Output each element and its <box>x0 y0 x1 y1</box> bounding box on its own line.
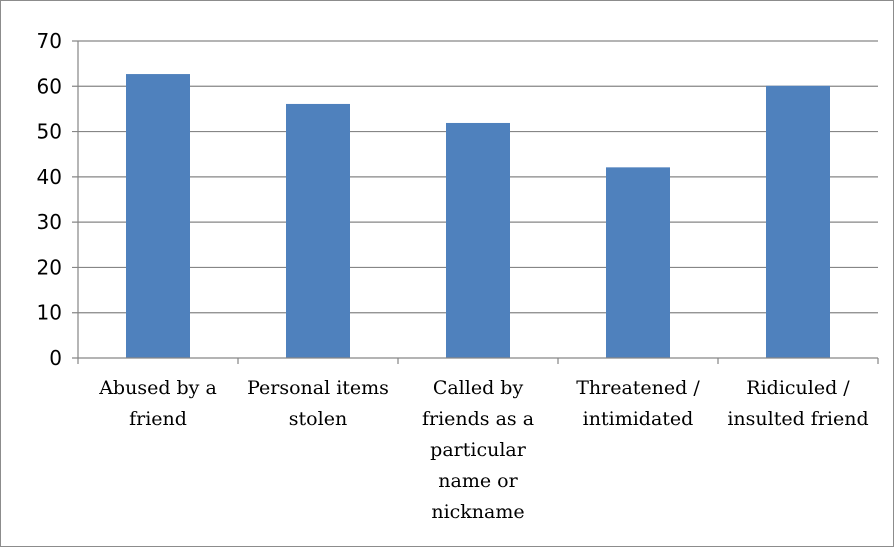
y-tick-label: 40 <box>37 165 62 189</box>
y-tick-label: 30 <box>37 210 62 234</box>
x-category-label-line: Threatened / <box>576 377 700 399</box>
x-category-label-line: insulted friend <box>727 408 868 430</box>
x-category-label-line: friend <box>129 408 187 430</box>
x-category-label-line: Abused by a <box>98 377 217 399</box>
x-category-label-line: Personal items <box>247 377 389 399</box>
x-category-label: Abused by a friend <box>98 377 217 430</box>
x-category-label: Personal items stolen <box>247 377 389 430</box>
y-tick-label: 0 <box>49 346 62 370</box>
y-tick-label: 50 <box>37 120 62 144</box>
y-tick-labels: 0 10 20 30 40 50 60 70 <box>37 29 62 370</box>
bar <box>126 74 190 359</box>
x-category-label-line: friends as a <box>422 408 534 430</box>
y-tick-label: 20 <box>37 255 62 279</box>
bar <box>606 167 670 358</box>
x-category-label-line: Ridiculed / <box>746 377 850 399</box>
bar <box>766 85 830 358</box>
x-category-label-line: stolen <box>289 408 347 430</box>
x-category-label: Threatened / intimidated <box>576 377 700 430</box>
y-tick-label: 60 <box>37 74 62 98</box>
x-category-label: Called by friends as a particular name or ni… <box>422 377 534 523</box>
x-category-label-line: particular <box>430 439 527 461</box>
x-category-label-line: Called by <box>433 377 524 399</box>
x-category-label-line: nickname <box>431 501 524 523</box>
axes <box>72 41 879 364</box>
x-category-label-line: intimidated <box>583 408 694 430</box>
bar <box>446 122 510 359</box>
bar <box>286 103 350 358</box>
x-category-labels: Abused by a friend Personal items stolen Cal… <box>98 377 868 523</box>
y-tick-label: 70 <box>37 29 62 53</box>
x-category-label-line: name or <box>438 470 518 492</box>
y-tick-label: 10 <box>37 301 62 325</box>
bars <box>126 74 830 359</box>
x-category-label: Ridiculed / insulted friend <box>727 377 868 430</box>
